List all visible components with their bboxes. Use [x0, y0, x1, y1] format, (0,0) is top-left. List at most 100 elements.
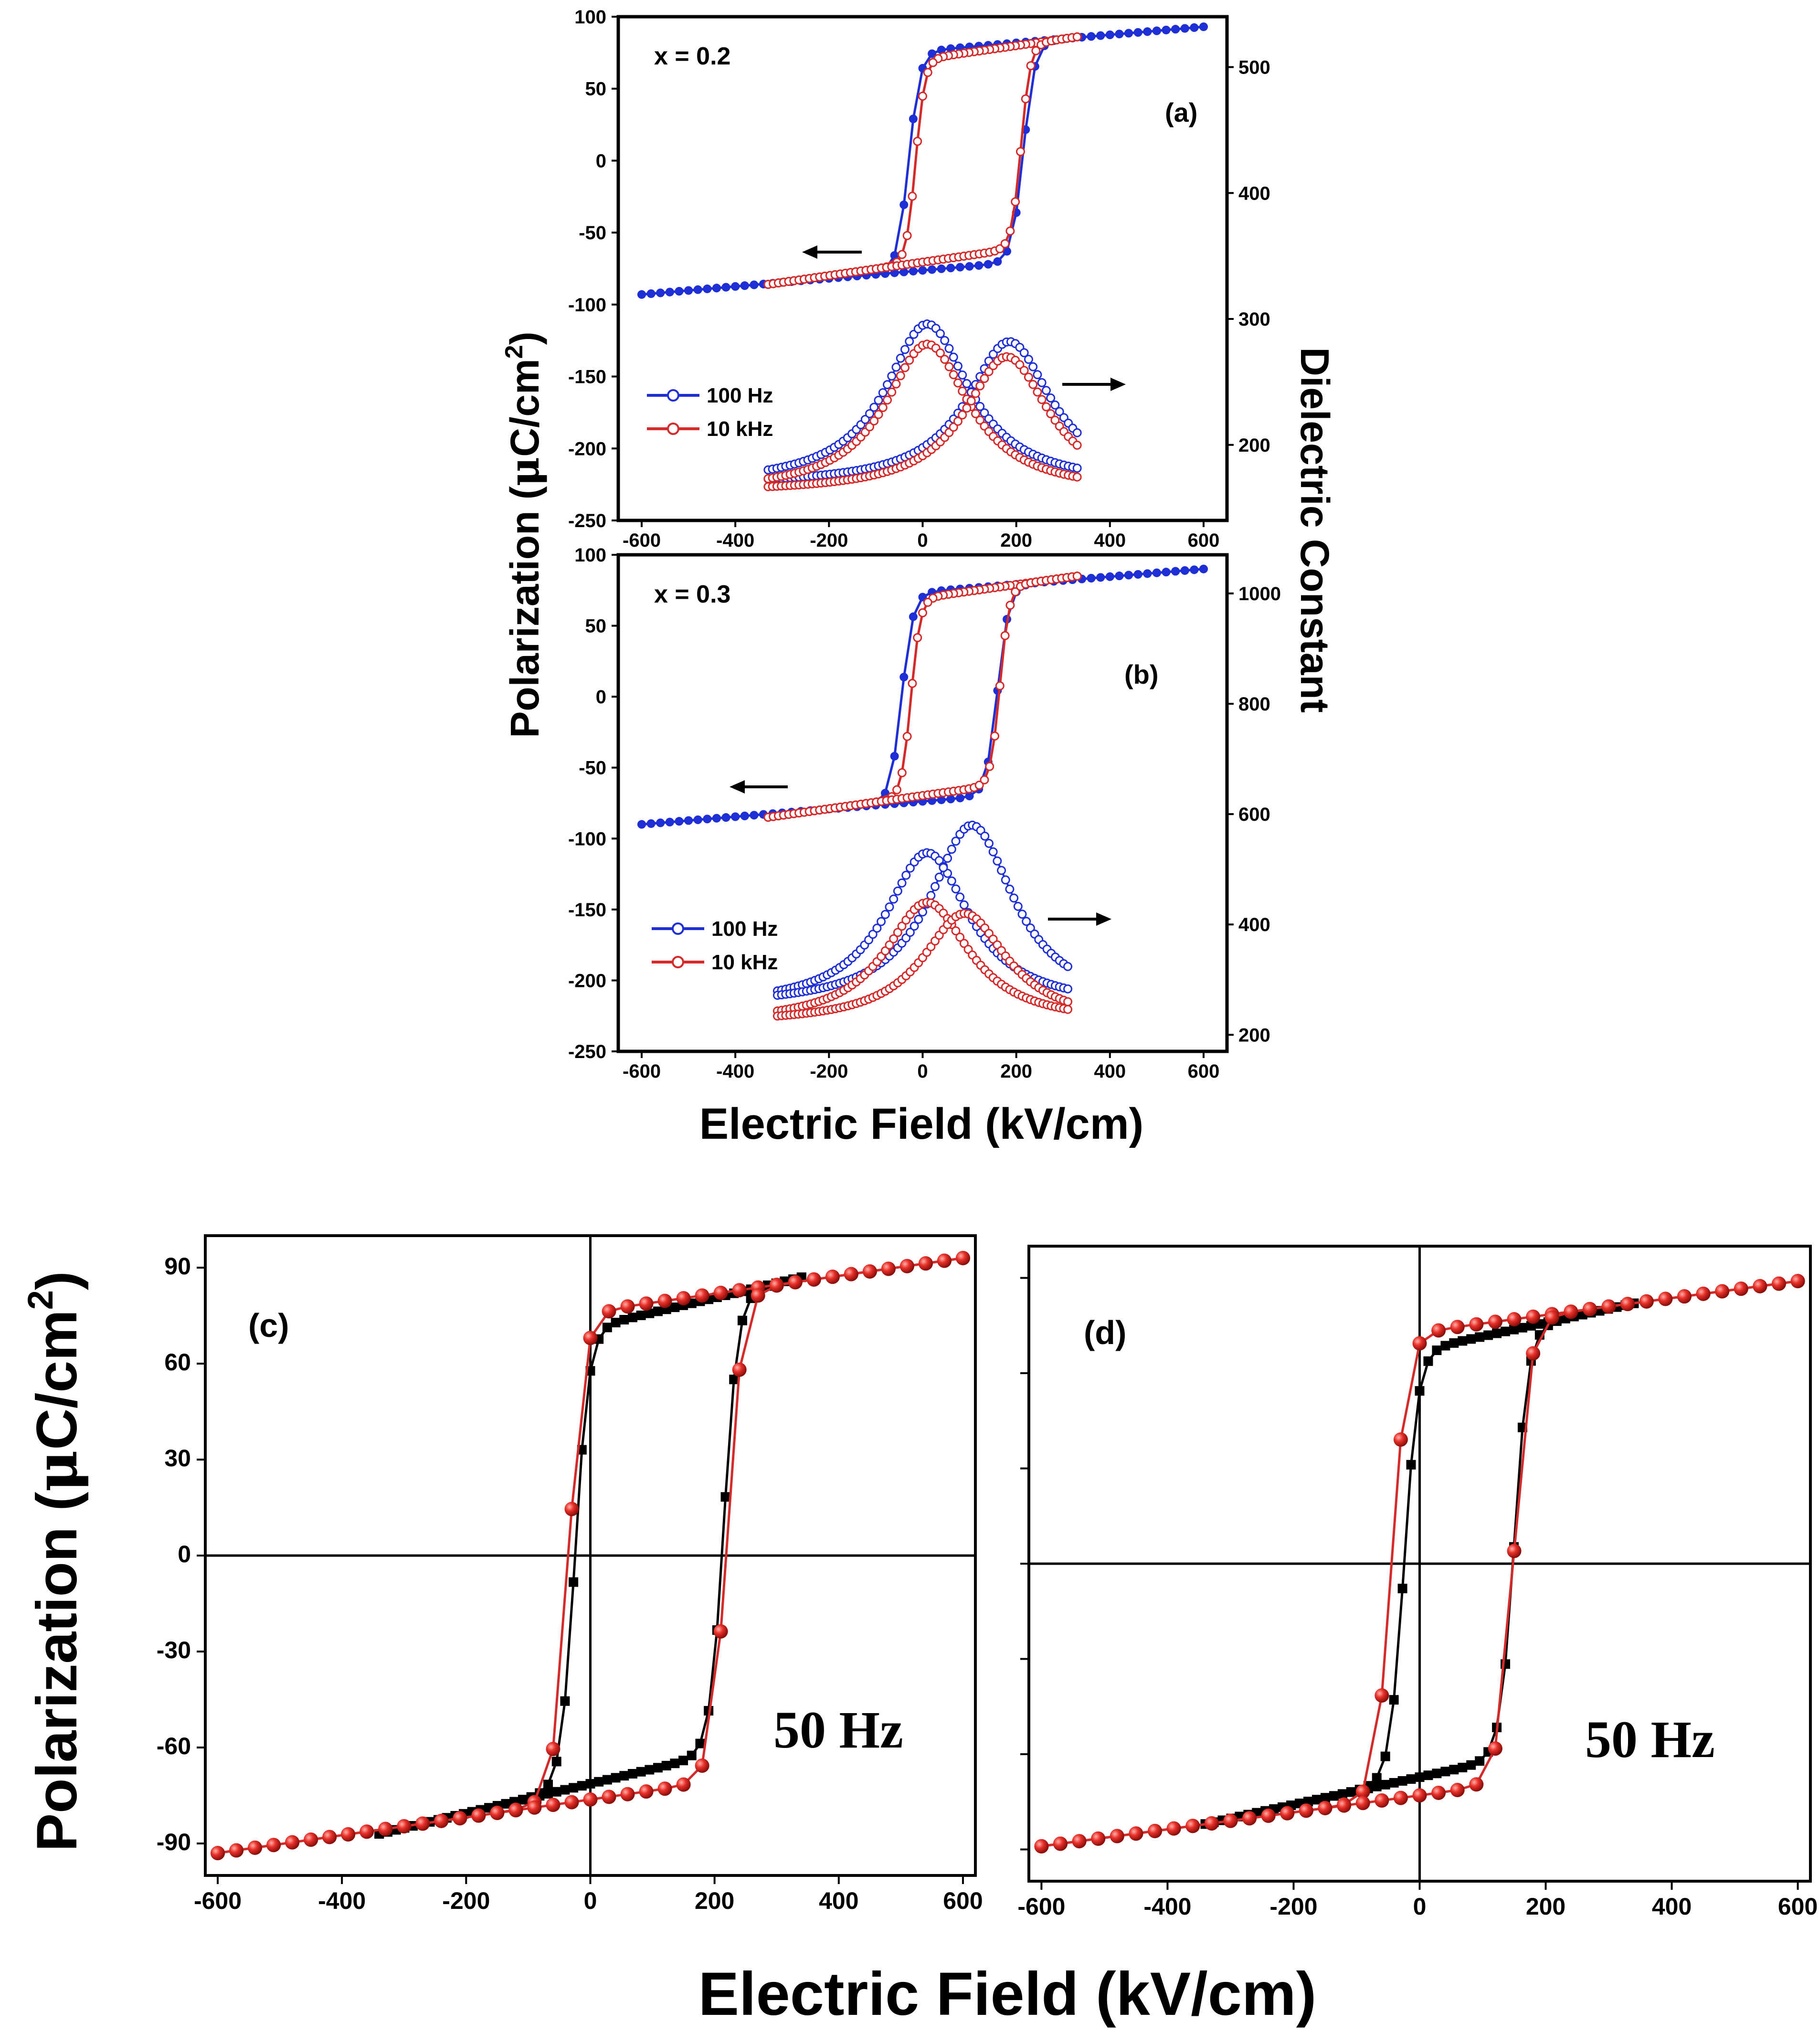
y2-tick-label: 500	[1238, 57, 1270, 78]
y-tick-label: 50	[585, 79, 607, 100]
series-red-point	[1318, 1800, 1333, 1815]
hysteresis-10khz-point	[908, 191, 917, 201]
series-black-point	[619, 1314, 629, 1324]
hysteresis-100hz-point	[937, 264, 946, 273]
series-red-point	[1053, 1836, 1068, 1851]
dielectric-10khz-point	[953, 378, 962, 388]
dielectric-100hz-point	[984, 838, 994, 848]
ab-x-axis-label: Electric Field (kV/cm)	[699, 1100, 1144, 1148]
series-black-point	[1466, 1760, 1476, 1770]
cd-y-label-sup: 2	[21, 1290, 60, 1310]
y2-tick-label: 600	[1238, 804, 1270, 825]
hysteresis-10khz-point	[1031, 46, 1041, 55]
series-red-point	[229, 1843, 244, 1858]
hysteresis-100hz-point	[1190, 23, 1199, 32]
series-black-point	[1329, 1791, 1339, 1801]
dielectric-100hz-point	[980, 408, 989, 418]
x-tick-label: 0	[917, 530, 928, 551]
dielectric-100hz-point	[951, 837, 961, 846]
dielectric-100hz-point	[1022, 917, 1031, 926]
series-black-point	[1466, 1334, 1476, 1344]
hysteresis-10khz-point	[995, 681, 1005, 690]
dielectric-10khz-point	[1033, 387, 1042, 397]
legend-marker-100hz	[672, 922, 684, 935]
y2-tick-label: 400	[1238, 914, 1270, 935]
series-black-point	[1423, 1356, 1433, 1366]
hysteresis-100hz-point	[656, 288, 665, 297]
series-red-point	[1072, 1834, 1087, 1849]
hysteresis-10khz-point	[1000, 239, 1010, 248]
panel-b-frame	[616, 553, 1229, 1053]
hysteresis-10khz-point	[1011, 587, 1020, 596]
series-black-point	[1423, 1770, 1433, 1780]
series-red-point	[1393, 1790, 1408, 1805]
dielectric-10khz-point	[944, 362, 954, 371]
hysteresis-100hz-point	[684, 286, 693, 295]
dielectric-100hz-point	[1037, 378, 1047, 387]
dielectric-100hz-point	[905, 863, 915, 873]
dielectric-100hz-point	[988, 349, 998, 359]
hysteresis-100hz-point	[1143, 27, 1152, 36]
series-black-point	[1458, 1762, 1468, 1772]
series-red-point	[695, 1758, 709, 1773]
y-tick-label: -200	[568, 438, 606, 459]
x-tick-label: 200	[695, 1887, 734, 1914]
dielectric-100hz-point	[874, 395, 883, 405]
series-black-point	[1372, 1773, 1382, 1783]
series-red-point	[732, 1283, 747, 1298]
hysteresis-10khz-point	[928, 58, 938, 67]
dielectric-100hz-point	[993, 856, 1002, 866]
dielectric-100hz-point	[891, 362, 901, 372]
series-red-point	[918, 1256, 933, 1271]
series-red-point	[564, 1795, 579, 1810]
hysteresis-10khz-point	[902, 231, 912, 240]
ab-y-axis-label: Polarization (μC/cm2)	[500, 331, 548, 738]
dielectric-100hz-point	[955, 892, 965, 902]
hysteresis-100hz-point	[928, 49, 937, 58]
series-red-point	[1582, 1302, 1597, 1316]
dielectric-100hz-point	[889, 894, 899, 904]
y2-tick-label: 800	[1238, 694, 1270, 715]
y-tick-label: 100	[574, 545, 606, 566]
dielectric-100hz-point	[872, 923, 882, 933]
y-tick-label: 100	[574, 7, 606, 28]
series-red-point	[1185, 1819, 1200, 1833]
hysteresis-10khz-point	[990, 731, 1000, 741]
series-black-point	[1501, 1326, 1511, 1336]
cd-y-label-mu: μ	[23, 1450, 90, 1492]
dielectric-100hz-point	[953, 361, 962, 371]
dielectric-100hz-point	[1005, 884, 1015, 894]
legend-marker-10khz	[667, 423, 679, 435]
legend-label-100hz: 100 Hz	[711, 917, 778, 941]
x-tick-label: 200	[1000, 1061, 1032, 1082]
hysteresis-100hz-point	[665, 817, 674, 826]
y2-tick-label: 1000	[1238, 583, 1281, 604]
series-red-point	[1658, 1292, 1673, 1306]
dielectric-10khz-point	[935, 348, 945, 358]
series-red-point	[1431, 1323, 1446, 1338]
series-red-point	[1526, 1346, 1541, 1361]
dielectric-10khz-point	[1050, 415, 1060, 425]
dielectric-100hz-point	[900, 345, 910, 354]
hysteresis-100hz-point	[675, 287, 684, 296]
dielectric-10khz-point	[1024, 372, 1033, 382]
series-black-point	[1440, 1767, 1450, 1777]
series-black-point	[1458, 1336, 1468, 1346]
hysteresis-100hz-point	[1096, 31, 1105, 40]
hysteresis-100hz-point	[909, 266, 918, 275]
y-tick-label: 60	[164, 1349, 191, 1376]
hysteresis-10khz-point	[923, 68, 932, 77]
dielectric-10khz-point	[1019, 366, 1029, 375]
series-black-point	[1397, 1776, 1407, 1786]
series-red-point	[1412, 1788, 1427, 1803]
series-black-point	[543, 1779, 553, 1790]
series-red-point	[1753, 1279, 1767, 1293]
hysteresis-10khz-point	[902, 731, 912, 741]
dielectric-10khz-point	[975, 381, 985, 391]
hysteresis-10khz-point	[1072, 32, 1082, 42]
hysteresis-100hz-point	[637, 820, 646, 829]
series-red-point	[1375, 1688, 1389, 1703]
dielectric-10khz-point	[1046, 409, 1056, 418]
series-red-point	[1715, 1284, 1730, 1299]
dielectric-100hz-point	[1063, 962, 1073, 971]
